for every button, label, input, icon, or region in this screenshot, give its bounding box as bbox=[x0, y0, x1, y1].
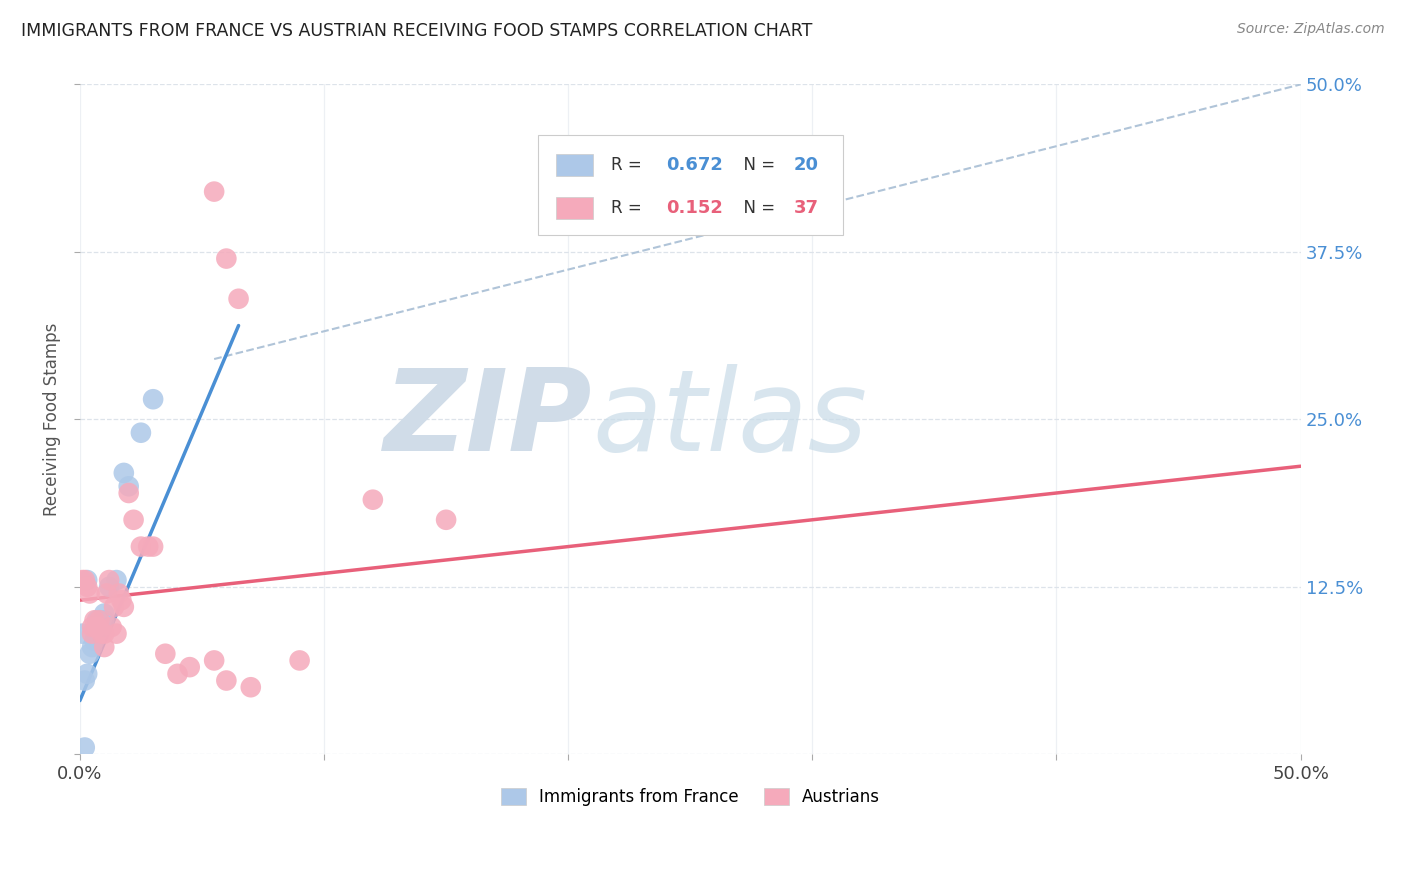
Point bbox=[202, 185, 225, 199]
Point bbox=[86, 626, 108, 640]
Legend: Immigrants from France, Austrians: Immigrants from France, Austrians bbox=[494, 781, 887, 813]
Text: 20: 20 bbox=[794, 156, 820, 174]
Point bbox=[118, 479, 141, 493]
Point bbox=[83, 633, 105, 648]
Point bbox=[122, 513, 145, 527]
Text: 37: 37 bbox=[794, 200, 820, 218]
Point bbox=[129, 540, 152, 554]
Point bbox=[89, 620, 111, 634]
Point bbox=[112, 466, 135, 480]
Point bbox=[80, 620, 103, 634]
Y-axis label: Receiving Food Stamps: Receiving Food Stamps bbox=[44, 323, 60, 516]
Point bbox=[93, 640, 115, 654]
Point bbox=[76, 666, 98, 681]
Point bbox=[136, 540, 159, 554]
Point bbox=[142, 392, 165, 407]
Point bbox=[112, 599, 135, 614]
Text: ZIP: ZIP bbox=[384, 364, 592, 475]
Point bbox=[288, 653, 311, 667]
Point bbox=[86, 620, 108, 634]
Point bbox=[90, 626, 112, 640]
Point bbox=[155, 647, 177, 661]
Point bbox=[108, 586, 131, 600]
Point bbox=[73, 573, 96, 587]
Text: R =: R = bbox=[610, 200, 647, 218]
Point bbox=[93, 613, 115, 627]
Text: R =: R = bbox=[610, 156, 647, 174]
Point bbox=[93, 626, 115, 640]
Point bbox=[98, 580, 121, 594]
Point bbox=[103, 599, 125, 614]
Point bbox=[129, 425, 152, 440]
Point bbox=[179, 660, 201, 674]
Point bbox=[80, 640, 103, 654]
Point bbox=[142, 540, 165, 554]
Point bbox=[96, 586, 118, 600]
Point bbox=[86, 613, 108, 627]
Point bbox=[105, 626, 128, 640]
Point bbox=[361, 492, 384, 507]
Point bbox=[100, 620, 122, 634]
Point bbox=[89, 613, 111, 627]
Point bbox=[72, 573, 94, 587]
Point bbox=[93, 607, 115, 621]
Point bbox=[118, 486, 141, 500]
Point bbox=[105, 573, 128, 587]
Text: N =: N = bbox=[733, 156, 780, 174]
Text: IMMIGRANTS FROM FRANCE VS AUSTRIAN RECEIVING FOOD STAMPS CORRELATION CHART: IMMIGRANTS FROM FRANCE VS AUSTRIAN RECEI… bbox=[21, 22, 813, 40]
Point bbox=[215, 673, 238, 688]
Point bbox=[83, 613, 105, 627]
Point bbox=[79, 586, 101, 600]
FancyBboxPatch shape bbox=[555, 197, 592, 219]
Text: 0.672: 0.672 bbox=[666, 156, 723, 174]
Point bbox=[166, 666, 188, 681]
Point bbox=[73, 673, 96, 688]
Point bbox=[98, 573, 121, 587]
Text: atlas: atlas bbox=[592, 364, 868, 475]
FancyBboxPatch shape bbox=[555, 154, 592, 176]
Point bbox=[228, 292, 250, 306]
Point bbox=[434, 513, 457, 527]
Point bbox=[76, 573, 98, 587]
Text: N =: N = bbox=[733, 200, 780, 218]
Point bbox=[76, 580, 98, 594]
Text: 0.152: 0.152 bbox=[666, 200, 723, 218]
FancyBboxPatch shape bbox=[537, 135, 842, 235]
Point bbox=[215, 252, 238, 266]
Text: Source: ZipAtlas.com: Source: ZipAtlas.com bbox=[1237, 22, 1385, 37]
Point bbox=[80, 626, 103, 640]
Point bbox=[79, 647, 101, 661]
Point bbox=[72, 626, 94, 640]
Point bbox=[73, 740, 96, 755]
Point bbox=[239, 680, 262, 694]
Point bbox=[110, 593, 132, 607]
Point bbox=[202, 653, 225, 667]
Point bbox=[90, 620, 112, 634]
